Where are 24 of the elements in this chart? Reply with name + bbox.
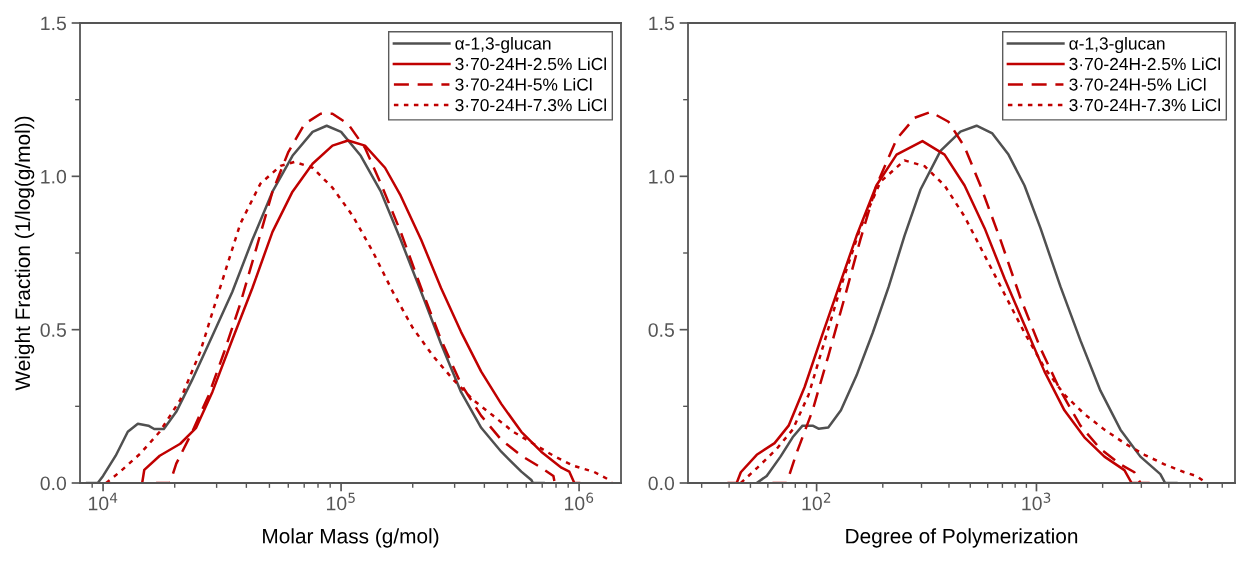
- legend-label: 3·70-24H-5% LiCl: [455, 77, 592, 91]
- legend-label: 3·70-24H-2.5% LiCl: [455, 57, 606, 71]
- x-tick-label: 10$^{4}$: [88, 492, 118, 511]
- x-tick-label: 10$^{3}$: [1022, 492, 1051, 511]
- legend-label: 3·70-24H-7.3% LiCl: [455, 98, 606, 112]
- y-tick-label: 1.0: [649, 169, 675, 184]
- y-tick-label: 0.5: [40, 323, 66, 337]
- y-tick-label: 0.0: [648, 476, 675, 491]
- y-tick-label: 0.5: [648, 323, 674, 337]
- y-tick-label: 1.0: [41, 169, 67, 184]
- x-axis-title: Molar Mass (g/mol): [263, 528, 439, 548]
- legend-label: α-1,3-glucan: [1069, 36, 1165, 54]
- y-tick-label: 1.5: [41, 16, 66, 31]
- x-axis-title: Degree of Polymerization: [846, 528, 1078, 548]
- legend-label: 3·70-24H-5% LiCl: [1069, 77, 1206, 91]
- legend-label: α-1,3-glucan: [455, 36, 551, 54]
- legend-label: 3·70-24H-2.5% LiCl: [1069, 57, 1220, 71]
- x-tick-label: 10$^{5}$: [327, 492, 355, 511]
- x-tick-label: 10$^{6}$: [565, 492, 594, 511]
- y-axis-title: Weight Fraction (1/log(g/mol)): [14, 116, 35, 391]
- y-tick-label: 0.0: [40, 476, 67, 491]
- y-tick-label: 1.5: [649, 16, 674, 31]
- x-tick-label: 10$^{2}$: [802, 492, 831, 511]
- legend-label: 3·70-24H-7.3% LiCl: [1069, 98, 1220, 112]
